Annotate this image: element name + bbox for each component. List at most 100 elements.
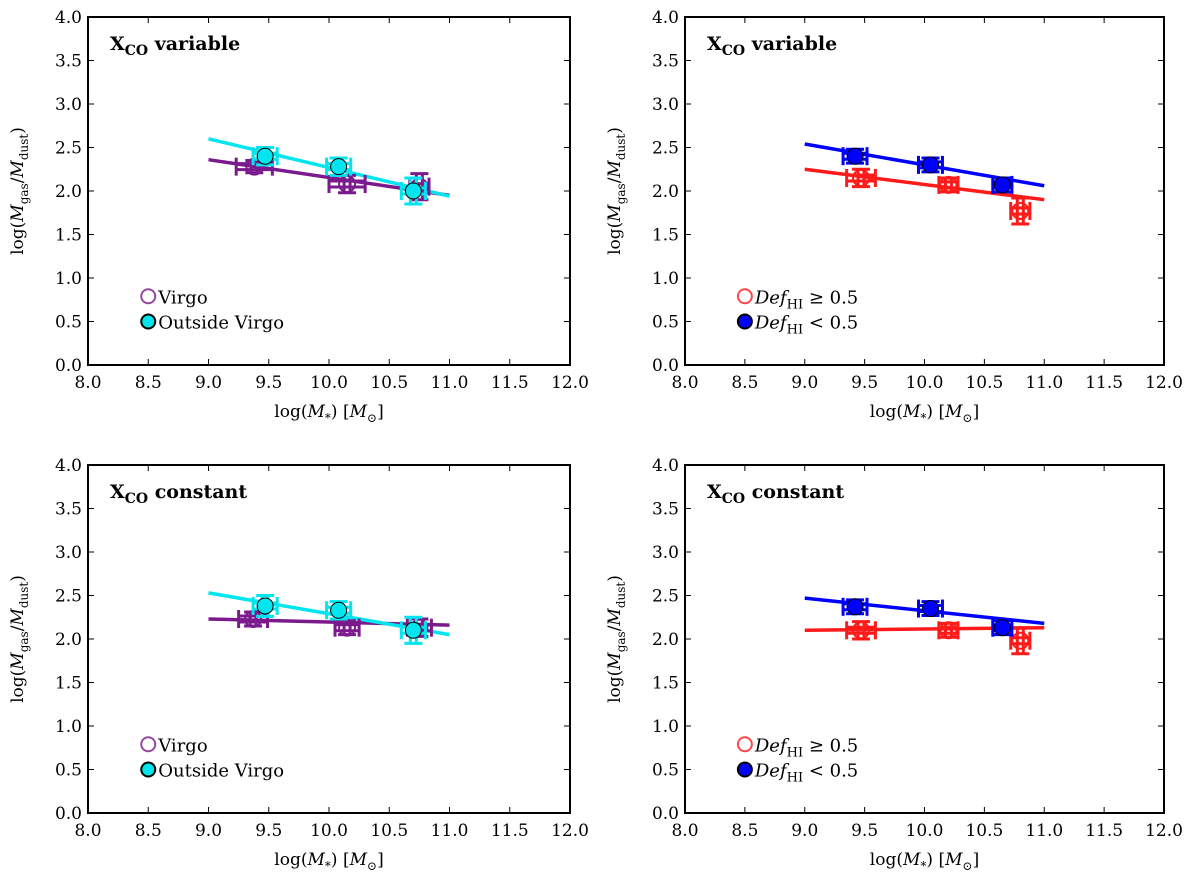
- y-tick-label: 4.0: [55, 8, 82, 28]
- x-tick-label: 10.0: [906, 821, 944, 841]
- y-tick-label: 1.5: [55, 226, 82, 246]
- x-axis-label: log(M*) [M⊙]: [870, 850, 979, 873]
- x-tick-label: 11.5: [1085, 373, 1123, 393]
- error-bar: [237, 609, 270, 628]
- x-tick-label: 10.5: [965, 821, 1003, 841]
- x-tick-label: 8.5: [135, 373, 162, 393]
- x-tick-label: 9.5: [851, 821, 878, 841]
- y-tick-label: 2.0: [652, 182, 679, 202]
- data-point: [993, 176, 1011, 194]
- legend-marker: [736, 761, 753, 778]
- y-tick-label: 0.0: [652, 356, 679, 376]
- legend: Virgo Outside Virgo: [140, 287, 284, 334]
- y-tick-label: 0.5: [55, 313, 82, 333]
- y-tick-label: 1.5: [652, 674, 679, 694]
- x-tick-label: 10.5: [370, 821, 408, 841]
- chart-panel-top-left: 8.0 8.5 9.0 9.5 10.0 10.5 11.0 11.5 12.0 0.0 0.5 1.…: [8, 8, 589, 425]
- x-tick-label: 9.5: [255, 821, 282, 841]
- y-tick-label: 3.0: [652, 543, 679, 563]
- x-tick-label: 8.0: [74, 821, 101, 841]
- x-tick-label: 8.0: [671, 373, 698, 393]
- x-tick-label: 8.5: [731, 821, 758, 841]
- y-tick-label: 0.0: [55, 804, 82, 824]
- legend-marker: [736, 288, 753, 305]
- legend-label: DefHI ≥ 0.5: [754, 287, 858, 312]
- legend-marker: [140, 736, 157, 753]
- chart-panel-bottom-left: 8.0 8.5 9.0 9.5 10.0 10.5 11.0 11.5 12.0 0.0 0.5 1.…: [8, 456, 589, 873]
- data-point: [846, 598, 864, 616]
- y-tick-label: 1.5: [652, 226, 679, 246]
- panel-title: XCO variable: [707, 33, 837, 59]
- y-axis-label: log(Mgas/Mdust): [8, 127, 31, 255]
- x-tick-label: 11.0: [431, 821, 469, 841]
- y-tick-label: 1.0: [652, 717, 679, 737]
- x-tick-label: 12.0: [551, 373, 589, 393]
- legend-label: Outside Virgo: [158, 761, 284, 782]
- error-bar: [327, 173, 367, 195]
- axes-frame: [684, 16, 1165, 366]
- x-tick-label: 8.0: [74, 373, 101, 393]
- x-axis-label: log(M*) [M⊙]: [274, 850, 383, 873]
- x-axis-label: log(M*) [M⊙]: [274, 402, 383, 425]
- y-tick-label: 0.5: [652, 313, 679, 333]
- data-point: [921, 600, 939, 618]
- legend-marker: [736, 736, 753, 753]
- legend-label: Virgo: [157, 287, 207, 308]
- y-tick-label: 2.5: [55, 139, 82, 159]
- y-tick-label: 1.5: [55, 674, 82, 694]
- axes-frame: [87, 464, 571, 814]
- legend-label: Virgo: [157, 735, 207, 756]
- legend-label: DefHI < 0.5: [754, 313, 858, 338]
- data-point: [330, 601, 348, 619]
- x-tick-label: 9.0: [195, 373, 222, 393]
- y-tick-label: 4.0: [652, 8, 679, 28]
- x-tick-label: 10.0: [906, 373, 944, 393]
- y-tick-label: 2.0: [652, 630, 679, 650]
- y-tick-label: 0.0: [652, 804, 679, 824]
- y-tick-label: 4.0: [652, 456, 679, 476]
- legend-marker: [140, 313, 157, 330]
- panel-title: XCO variable: [110, 33, 240, 59]
- axes-frame: [684, 464, 1165, 814]
- legend-marker: [736, 313, 753, 330]
- data-point: [846, 147, 864, 165]
- x-tick-label: 9.0: [791, 821, 818, 841]
- fit-line: [804, 167, 1045, 202]
- y-tick-label: 3.0: [55, 543, 82, 563]
- legend: Virgo Outside Virgo: [140, 735, 284, 782]
- y-axis-label: log(Mgas/Mdust): [605, 127, 628, 255]
- y-tick-label: 2.5: [55, 587, 82, 607]
- legend-marker: [140, 288, 157, 305]
- x-tick-label: 11.0: [431, 373, 469, 393]
- y-tick-label: 0.5: [652, 761, 679, 781]
- y-tick-label: 2.5: [652, 587, 679, 607]
- data-point: [404, 182, 422, 200]
- data-point: [1011, 631, 1030, 650]
- x-tick-label: 10.5: [370, 373, 408, 393]
- y-tick-label: 1.0: [652, 269, 679, 289]
- y-tick-label: 2.5: [652, 139, 679, 159]
- x-tick-label: 11.5: [491, 821, 529, 841]
- panel-title: XCO constant: [110, 481, 247, 507]
- y-tick-label: 0.5: [55, 761, 82, 781]
- legend-marker: [140, 761, 157, 778]
- x-tick-label: 8.0: [671, 821, 698, 841]
- x-tick-label: 11.0: [1025, 373, 1063, 393]
- x-tick-label: 11.5: [1085, 821, 1123, 841]
- data-point: [921, 156, 939, 174]
- y-tick-label: 3.5: [652, 52, 679, 72]
- x-tick-label: 12.0: [1145, 821, 1183, 841]
- panel-title: XCO constant: [707, 481, 844, 507]
- y-tick-label: 3.0: [55, 95, 82, 115]
- y-tick-label: 1.0: [55, 717, 82, 737]
- legend-label: Outside Virgo: [158, 313, 284, 334]
- y-tick-label: 1.0: [55, 269, 82, 289]
- x-tick-label: 11.0: [1025, 821, 1063, 841]
- error-bar: [251, 146, 279, 167]
- y-tick-label: 3.5: [55, 52, 82, 72]
- y-tick-label: 3.5: [55, 500, 82, 520]
- data-point: [1011, 202, 1030, 221]
- x-tick-label: 8.5: [731, 373, 758, 393]
